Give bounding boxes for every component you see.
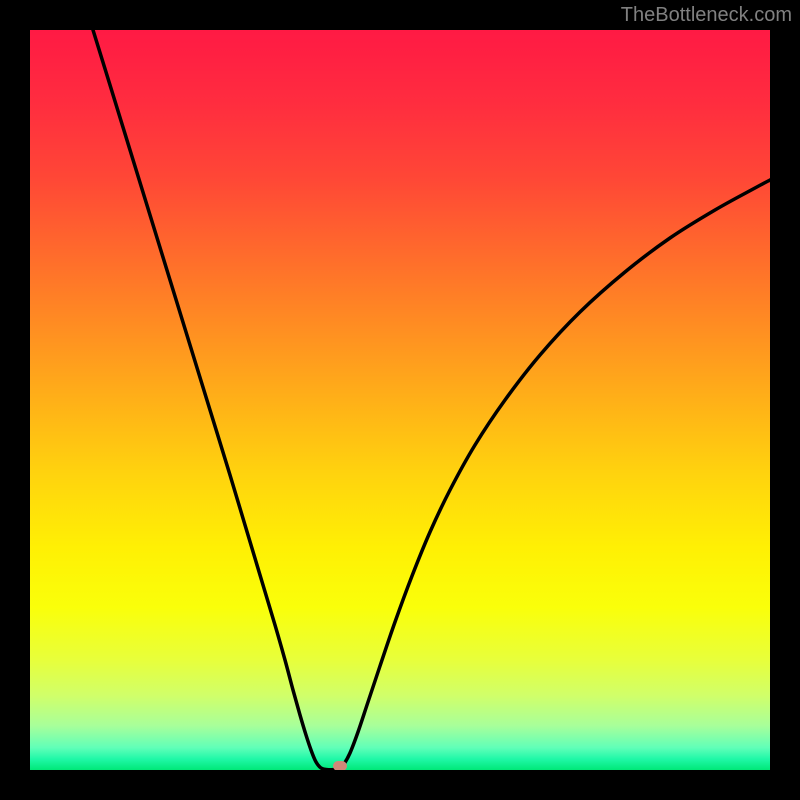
chart-plot-area bbox=[30, 30, 770, 770]
optimal-point-marker bbox=[333, 761, 347, 770]
bottleneck-curve bbox=[30, 30, 770, 770]
watermark-text: TheBottleneck.com bbox=[621, 4, 792, 27]
